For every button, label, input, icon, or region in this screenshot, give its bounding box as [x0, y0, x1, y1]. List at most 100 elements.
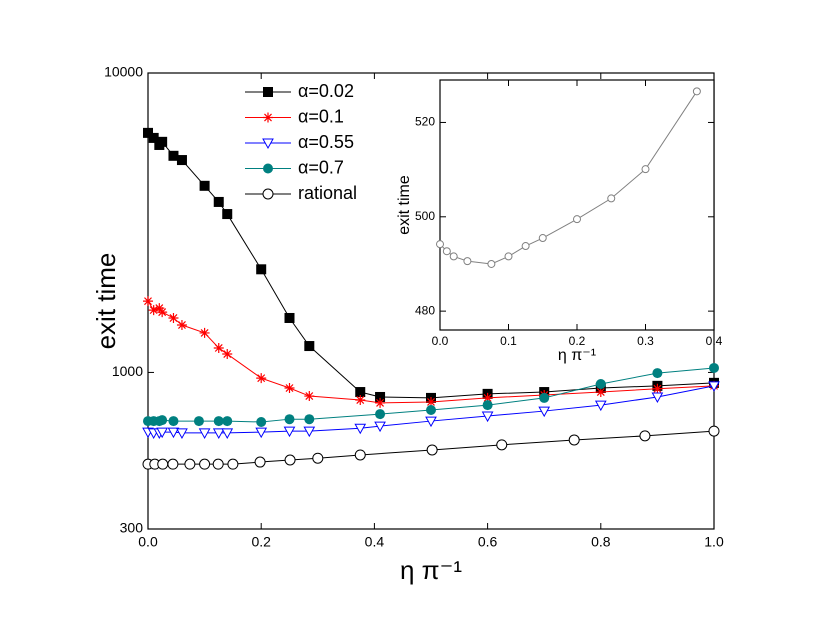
marker [143, 296, 153, 307]
legend-label: α=0.1 [298, 106, 344, 126]
marker [199, 180, 210, 191]
marker [641, 165, 650, 174]
marker [304, 391, 315, 402]
marker [148, 305, 159, 316]
marker [154, 303, 165, 314]
marker [709, 362, 719, 373]
marker [227, 458, 239, 470]
marker [193, 416, 204, 427]
marker [222, 416, 233, 427]
legend-marker [263, 87, 273, 97]
marker [594, 400, 607, 412]
marker [426, 405, 436, 416]
marker [304, 414, 315, 425]
marker [168, 312, 179, 323]
marker [436, 240, 444, 249]
marker [256, 264, 267, 275]
series-line [147, 300, 715, 404]
marker [354, 449, 366, 461]
marker [284, 414, 295, 425]
marker [256, 373, 267, 384]
marker [568, 434, 580, 446]
y-tick-label: 520 [415, 115, 435, 129]
y-tick-label: 480 [415, 303, 435, 317]
marker [284, 312, 295, 323]
marker [426, 396, 436, 407]
x-tick-label: 0.3 [637, 334, 654, 348]
marker [708, 381, 720, 392]
marker [213, 342, 224, 353]
marker [504, 252, 513, 261]
x-tick-label: 0.4 [365, 534, 385, 550]
marker [254, 456, 266, 468]
marker [375, 391, 386, 402]
marker [595, 378, 606, 389]
marker [354, 423, 367, 435]
x-tick-label: 0.2 [251, 534, 271, 550]
marker [652, 383, 663, 394]
x-axis-label: η π⁻¹ [558, 347, 596, 364]
marker [221, 428, 234, 439]
marker [652, 368, 663, 379]
marker [199, 327, 210, 338]
legend-marker [262, 188, 274, 200]
marker [487, 259, 496, 268]
marker [708, 425, 720, 437]
marker [375, 409, 386, 420]
marker [199, 458, 211, 470]
marker [157, 136, 168, 147]
marker [283, 426, 296, 438]
marker [213, 196, 224, 207]
marker [176, 320, 187, 331]
marker [496, 439, 508, 451]
y-tick-label: 500 [415, 209, 435, 223]
y-tick-label: 10000 [104, 64, 143, 80]
y-tick-label: 300 [120, 520, 144, 536]
marker [573, 215, 581, 224]
marker [176, 428, 188, 439]
marker [607, 194, 616, 203]
marker [639, 430, 651, 442]
marker [184, 458, 196, 470]
marker [167, 427, 180, 439]
inset-background [440, 80, 714, 330]
x-axis-label: η π⁻¹ [400, 555, 462, 585]
marker [595, 387, 606, 398]
marker [374, 421, 386, 433]
marker [481, 411, 494, 423]
marker [212, 458, 224, 470]
marker [222, 349, 233, 360]
x-tick-label: 0.8 [591, 534, 611, 550]
x-tick-label: 0.0 [138, 534, 158, 550]
marker [168, 150, 179, 161]
marker [255, 427, 268, 439]
marker [222, 209, 233, 220]
x-tick-label: 0.6 [478, 534, 498, 550]
x-tick-label: 1.0 [704, 534, 724, 550]
marker [212, 428, 225, 439]
marker [284, 383, 295, 394]
marker [425, 416, 437, 428]
marker [213, 416, 224, 427]
marker [463, 257, 472, 266]
marker [157, 415, 168, 426]
x-tick-label: 0.1 [500, 334, 517, 348]
legend-label: α=0.7 [298, 157, 344, 177]
legend-marker [262, 138, 274, 150]
marker [538, 234, 547, 243]
marker [256, 417, 267, 428]
x-tick-label: 0.2 [569, 334, 586, 348]
marker [198, 428, 211, 439]
y-axis-label: exit time [396, 175, 413, 235]
marker [538, 406, 551, 418]
marker [355, 387, 366, 398]
legend-label: rational [298, 183, 357, 203]
marker [148, 132, 159, 143]
marker [482, 392, 493, 403]
marker [692, 87, 701, 96]
marker [651, 392, 664, 404]
marker [375, 397, 386, 408]
marker [176, 155, 187, 166]
marker [303, 426, 316, 438]
